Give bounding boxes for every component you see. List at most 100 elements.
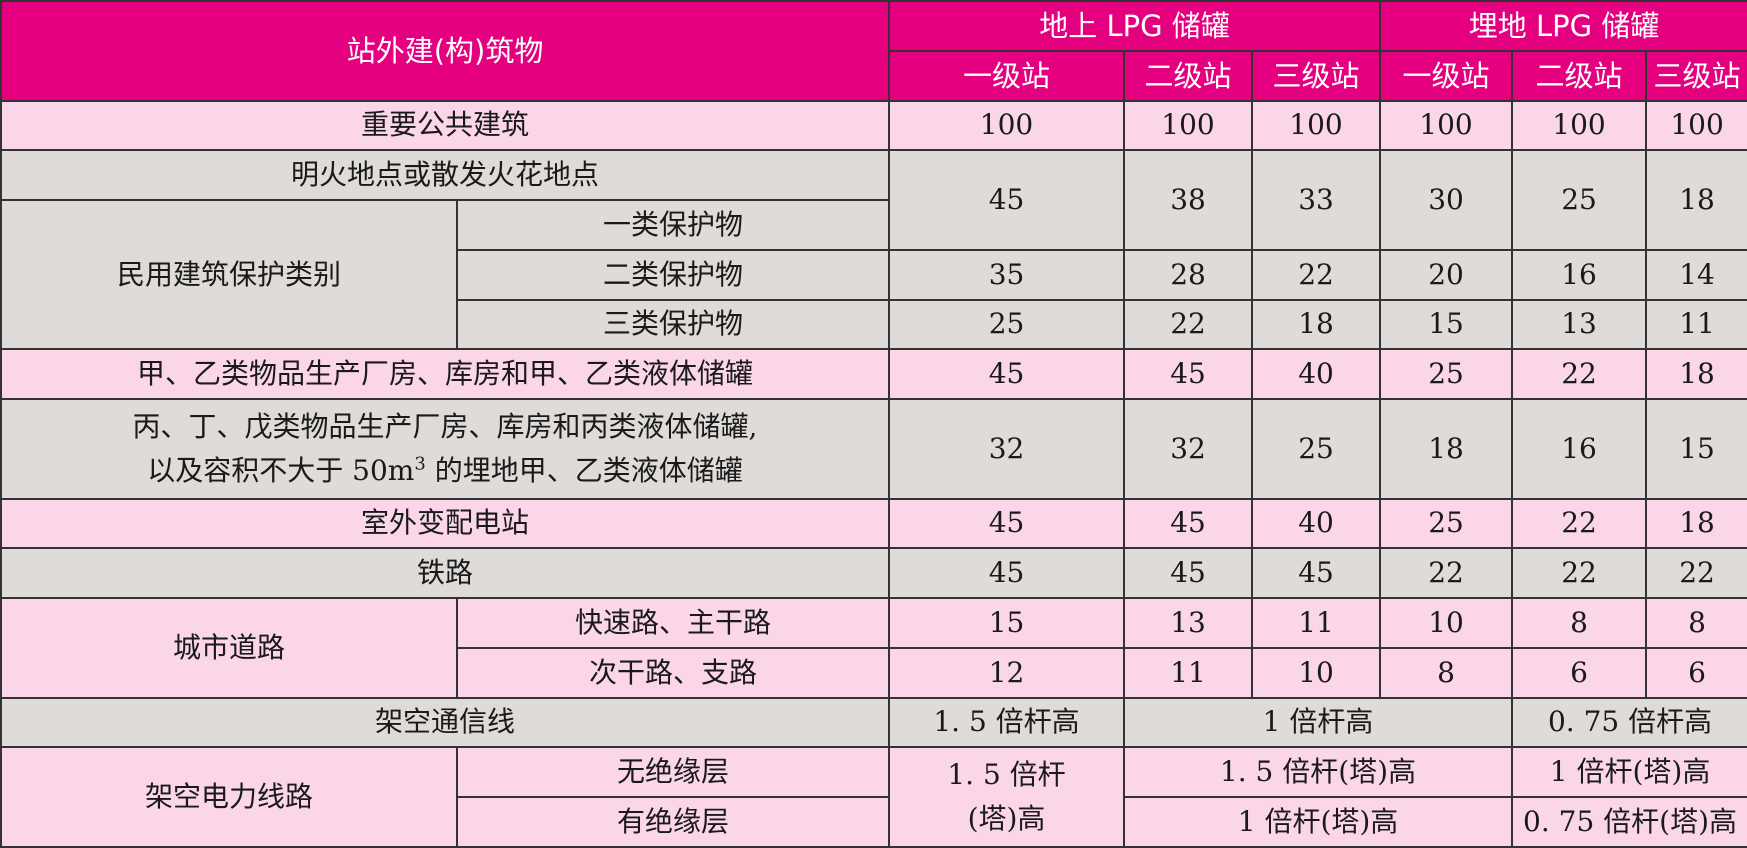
cell: 100 bbox=[1123, 99, 1254, 152]
cell: 1. 5 倍杆(塔)高 bbox=[1123, 746, 1514, 799]
cell: 1 倍杆(塔)高 bbox=[1511, 746, 1747, 799]
header-buried-level3: 三级站 bbox=[1645, 49, 1747, 102]
table-row: 室外变配电站 45 45 40 25 22 18 bbox=[0, 497, 1747, 550]
cell: 11 bbox=[1123, 646, 1254, 699]
cell: 100 bbox=[1645, 99, 1747, 152]
cell: 45 bbox=[888, 348, 1126, 400]
cell: 25 bbox=[1379, 497, 1514, 550]
cell: 40 bbox=[1251, 497, 1382, 550]
cell: 45 bbox=[1123, 547, 1254, 600]
cell: 18 bbox=[1645, 348, 1747, 400]
row-label: 城市道路 bbox=[0, 597, 458, 699]
cell: 13 bbox=[1123, 597, 1254, 649]
cell: 15 bbox=[1379, 298, 1514, 351]
row-label: 架空电力线路 bbox=[0, 746, 458, 848]
cell: 10 bbox=[1251, 646, 1382, 699]
table-row: 重要公共建筑 100 100 100 100 100 100 bbox=[0, 99, 1747, 152]
cell: 11 bbox=[1645, 298, 1747, 351]
row-label: 明火地点或散发火花地点 bbox=[0, 149, 891, 201]
cell: 8 bbox=[1379, 646, 1514, 699]
cell: 100 bbox=[1251, 99, 1382, 152]
cell: 25 bbox=[1251, 398, 1382, 500]
header-above-level1: 一级站 bbox=[888, 49, 1126, 102]
superscript: 3 bbox=[414, 453, 426, 475]
cell: 40 bbox=[1251, 348, 1382, 400]
cell: 45 bbox=[1123, 348, 1254, 400]
cell: 22 bbox=[1511, 547, 1648, 600]
cell: 11 bbox=[1251, 597, 1382, 649]
cell: 0. 75 倍杆(塔)高 bbox=[1511, 796, 1747, 848]
row-label: 架空通信线 bbox=[0, 696, 891, 749]
header-buried: 埋地 LPG 储罐 bbox=[1379, 0, 1747, 52]
cell: 13 bbox=[1511, 298, 1648, 351]
row-sublabel: 一类保护物 bbox=[455, 199, 891, 251]
cell: 0. 75 倍杆高 bbox=[1511, 696, 1747, 749]
header-buried-level1: 一级站 bbox=[1379, 49, 1514, 102]
table-row: 城市道路 快速路、主干路 15 13 11 10 8 8 bbox=[0, 597, 1747, 699]
cell: 45 bbox=[1251, 547, 1382, 600]
row-label: 重要公共建筑 bbox=[0, 99, 891, 152]
cell: 100 bbox=[1379, 99, 1514, 152]
header-buried-level2: 二级站 bbox=[1511, 49, 1648, 102]
table-row: 丙、丁、戊类物品生产厂房、库房和丙类液体储罐, 以及容积不大于 50m3 的埋地… bbox=[0, 398, 1747, 500]
cell: 35 bbox=[888, 248, 1126, 301]
cell: 28 bbox=[1123, 248, 1254, 301]
table-row: 架空电力线路 无绝缘层 1. 5 倍杆 (塔)高 1. 5 倍杆(塔)高 1 倍… bbox=[0, 746, 1747, 848]
cell: 45 bbox=[888, 547, 1126, 600]
cell: 16 bbox=[1511, 248, 1648, 301]
header-above-ground: 地上 LPG 储罐 bbox=[888, 0, 1382, 52]
row-sublabel: 次干路、支路 bbox=[455, 646, 891, 699]
cell: 18 bbox=[1645, 149, 1747, 251]
row-sublabel: 有绝缘层 bbox=[455, 796, 891, 848]
cell: 18 bbox=[1251, 298, 1382, 351]
cell: 25 bbox=[1511, 149, 1648, 251]
cell: 30 bbox=[1379, 149, 1514, 251]
cell: 45 bbox=[888, 149, 1126, 251]
cell: 25 bbox=[888, 298, 1126, 351]
row-label-line2-pre: 以及容积不大于 50m bbox=[147, 453, 415, 487]
row-label: 铁路 bbox=[0, 547, 891, 600]
cell: 25 bbox=[1379, 348, 1514, 400]
cell: 22 bbox=[1123, 298, 1254, 351]
cell: 18 bbox=[1645, 497, 1747, 550]
row-label-line2: 以及容积不大于 50m3 的埋地甲、乙类液体储罐 bbox=[4, 449, 886, 493]
row-label: 室外变配电站 bbox=[0, 497, 891, 550]
cell: 38 bbox=[1123, 149, 1254, 251]
cell: 22 bbox=[1645, 547, 1747, 600]
cell: 100 bbox=[888, 99, 1126, 152]
cell: 22 bbox=[1251, 248, 1382, 301]
row-sublabel: 三类保护物 bbox=[455, 298, 891, 351]
row-sublabel: 无绝缘层 bbox=[455, 746, 891, 799]
cell: 1. 5 倍杆 (塔)高 bbox=[888, 746, 1126, 848]
header-above-level2: 二级站 bbox=[1123, 49, 1254, 102]
cell: 22 bbox=[1379, 547, 1514, 600]
cell: 20 bbox=[1379, 248, 1514, 301]
cell: 6 bbox=[1511, 646, 1648, 699]
cell: 15 bbox=[888, 597, 1126, 649]
row-label: 甲、乙类物品生产厂房、库房和甲、乙类液体储罐 bbox=[0, 348, 891, 400]
cell: 100 bbox=[1511, 99, 1648, 152]
cell: 18 bbox=[1379, 398, 1514, 500]
cell: 1. 5 倍杆高 bbox=[888, 696, 1126, 749]
cell: 1 倍杆高 bbox=[1123, 696, 1514, 749]
cell: 16 bbox=[1511, 398, 1648, 500]
cell: 32 bbox=[888, 398, 1126, 500]
cell: 22 bbox=[1511, 348, 1648, 400]
cell: 15 bbox=[1645, 398, 1747, 500]
row-label: 民用建筑保护类别 bbox=[0, 198, 458, 351]
cell-line1: 1. 5 倍杆 bbox=[947, 758, 1066, 792]
header-structure: 站外建(构)筑物 bbox=[0, 0, 891, 102]
cell: 8 bbox=[1511, 597, 1648, 649]
cell: 33 bbox=[1251, 149, 1382, 251]
cell: 45 bbox=[1123, 497, 1254, 550]
cell: 22 bbox=[1511, 497, 1648, 550]
cell: 14 bbox=[1645, 248, 1747, 301]
row-label: 丙、丁、戊类物品生产厂房、库房和丙类液体储罐, 以及容积不大于 50m3 的埋地… bbox=[0, 398, 891, 500]
table-row: 铁路 45 45 45 22 22 22 bbox=[0, 547, 1747, 600]
row-sublabel: 快速路、主干路 bbox=[455, 597, 891, 649]
table-row: 甲、乙类物品生产厂房、库房和甲、乙类液体储罐 45 45 40 25 22 18 bbox=[0, 348, 1747, 400]
row-sublabel: 二类保护物 bbox=[455, 248, 891, 301]
table-row: 明火地点或散发火花地点 45 38 33 30 25 18 bbox=[0, 149, 1747, 251]
row-label-line1: 丙、丁、戊类物品生产厂房、库房和丙类液体储罐, bbox=[132, 409, 758, 443]
